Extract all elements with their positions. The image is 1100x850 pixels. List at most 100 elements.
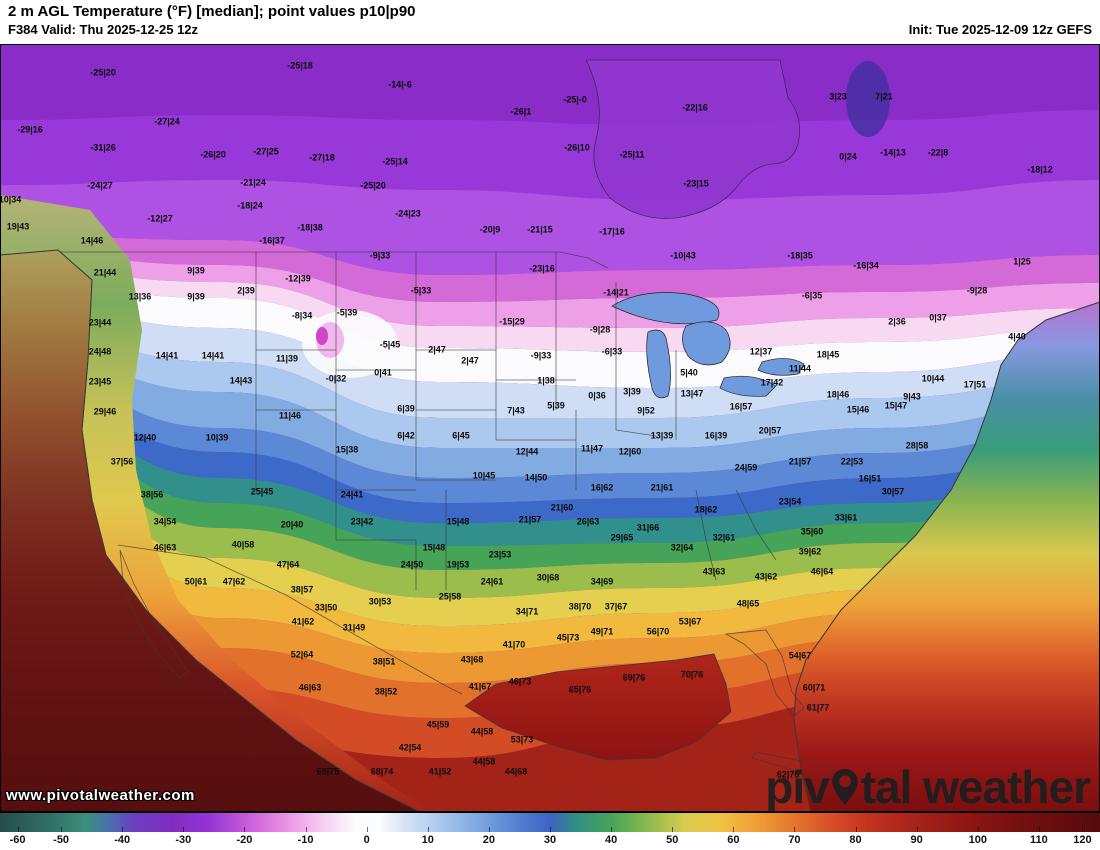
point-value: 0|36 — [588, 390, 606, 401]
point-value: 60|71 — [802, 682, 826, 693]
point-value: 10|44 — [921, 373, 945, 384]
point-value: -22|8 — [927, 147, 949, 158]
colorbar-tick-label: 80 — [849, 834, 862, 846]
colorbar-tick-label: -30 — [175, 834, 192, 846]
colorbar-tick-label: -40 — [114, 834, 131, 846]
point-value: 16|39 — [704, 430, 728, 441]
point-value: -14|13 — [880, 147, 906, 158]
point-value: 6|39 — [397, 403, 415, 414]
point-value: -5|39 — [336, 307, 358, 318]
point-value: 52|64 — [290, 649, 314, 660]
colorbar-tick-label: 50 — [666, 834, 679, 846]
point-value: 24|61 — [480, 576, 504, 587]
point-value: 46|73 — [508, 676, 532, 687]
point-value: 53|73 — [510, 734, 534, 745]
point-value: 25|45 — [250, 486, 274, 497]
point-value: 43|63 — [702, 566, 726, 577]
point-value: 32|61 — [712, 532, 736, 543]
point-value: 24|59 — [734, 462, 758, 473]
point-value: 23|53 — [488, 549, 512, 560]
point-value: 23|54 — [778, 496, 802, 507]
point-value: -5|33 — [410, 285, 432, 296]
point-value: -18|35 — [787, 250, 813, 261]
point-value: 7|21 — [875, 91, 893, 102]
point-value: 6|42 — [397, 430, 415, 441]
point-value: 4|40 — [1008, 331, 1026, 342]
valid-time-label: F384 Valid: Thu 2025-12-25 12z — [8, 22, 199, 37]
point-value: 5|40 — [680, 367, 698, 378]
point-value: -25|11 — [619, 149, 645, 160]
point-value: -21|24 — [240, 177, 266, 188]
point-value: 30|57 — [881, 486, 905, 497]
point-value: 0|37 — [929, 312, 947, 323]
point-value: 18|62 — [694, 504, 718, 515]
point-value: 16|51 — [858, 473, 882, 484]
point-value: 24|50 — [400, 559, 424, 570]
point-value: 46|63 — [298, 682, 322, 693]
point-value: 23|44 — [88, 317, 112, 328]
point-value: 21|60 — [550, 502, 574, 513]
point-value: 23|42 — [350, 516, 374, 527]
point-value: 15|48 — [422, 542, 446, 553]
point-value: 19|43 — [6, 221, 30, 232]
point-value: -9|28 — [966, 285, 988, 296]
point-value: 38|52 — [374, 686, 398, 697]
point-value: 40|58 — [231, 539, 255, 550]
point-value: -25|-0 — [563, 94, 587, 105]
point-value: 38|57 — [290, 584, 314, 595]
point-value: 10|45 — [472, 470, 496, 481]
colorbar-tick-label: 120 — [1073, 834, 1092, 846]
point-value: 18|45 — [816, 349, 840, 360]
point-value: 34|69 — [590, 576, 614, 587]
point-value: 35|60 — [800, 526, 824, 537]
point-value: 69|76 — [622, 672, 646, 683]
point-value: -26|10 — [564, 142, 590, 153]
point-value: -21|15 — [527, 224, 553, 235]
point-value: 38|70 — [568, 601, 592, 612]
point-value: -25|14 — [382, 156, 408, 167]
point-value: 44|58 — [472, 756, 496, 767]
point-value: 41|52 — [428, 766, 452, 777]
point-value: 47|62 — [222, 576, 246, 587]
point-value: 5|39 — [547, 400, 565, 411]
point-value: 41|67 — [468, 681, 492, 692]
point-value: -29|16 — [17, 124, 43, 135]
point-value: 56|70 — [646, 626, 670, 637]
point-value: 11|39 — [275, 353, 299, 364]
point-value: -9|33 — [369, 250, 391, 261]
point-value: 46|63 — [153, 542, 177, 553]
point-value: -27|25 — [253, 146, 279, 157]
point-value: 50|61 — [184, 576, 208, 587]
point-value: 44|58 — [470, 726, 494, 737]
point-value: -10|43 — [670, 250, 696, 261]
point-value: 21|44 — [93, 267, 117, 278]
point-value: 26|63 — [576, 516, 600, 527]
point-value: 49|71 — [590, 626, 614, 637]
point-value: 3|23 — [829, 91, 847, 102]
point-value: 21|61 — [650, 482, 674, 493]
point-value: 34|54 — [153, 516, 177, 527]
point-value: 14|41 — [155, 350, 179, 361]
point-value: 41|62 — [291, 616, 315, 627]
point-value: 39|62 — [798, 546, 822, 557]
point-value: 19|53 — [446, 559, 470, 570]
point-value: 24|48 — [88, 346, 112, 357]
point-value: -25|20 — [90, 67, 116, 78]
point-value: 7|43 — [507, 405, 525, 416]
point-value: 1|38 — [537, 375, 555, 386]
point-value: 2|47 — [428, 344, 446, 355]
point-value: 33|50 — [314, 602, 338, 613]
point-value: -25|18 — [287, 60, 313, 71]
point-value: -24|23 — [395, 208, 421, 219]
brand-watermark: piv tal weather — [765, 764, 1091, 810]
point-value: -27|18 — [309, 152, 335, 163]
point-value: -8|34 — [291, 310, 313, 321]
point-value: 29|65 — [610, 532, 634, 543]
point-value: -12|27 — [147, 213, 173, 224]
point-value: 33|61 — [834, 512, 858, 523]
colorbar-tick-label: 100 — [968, 834, 987, 846]
point-value: -25|20 — [360, 180, 386, 191]
colorbar-tick-label: 70 — [788, 834, 801, 846]
point-value: 24|41 — [340, 489, 364, 500]
